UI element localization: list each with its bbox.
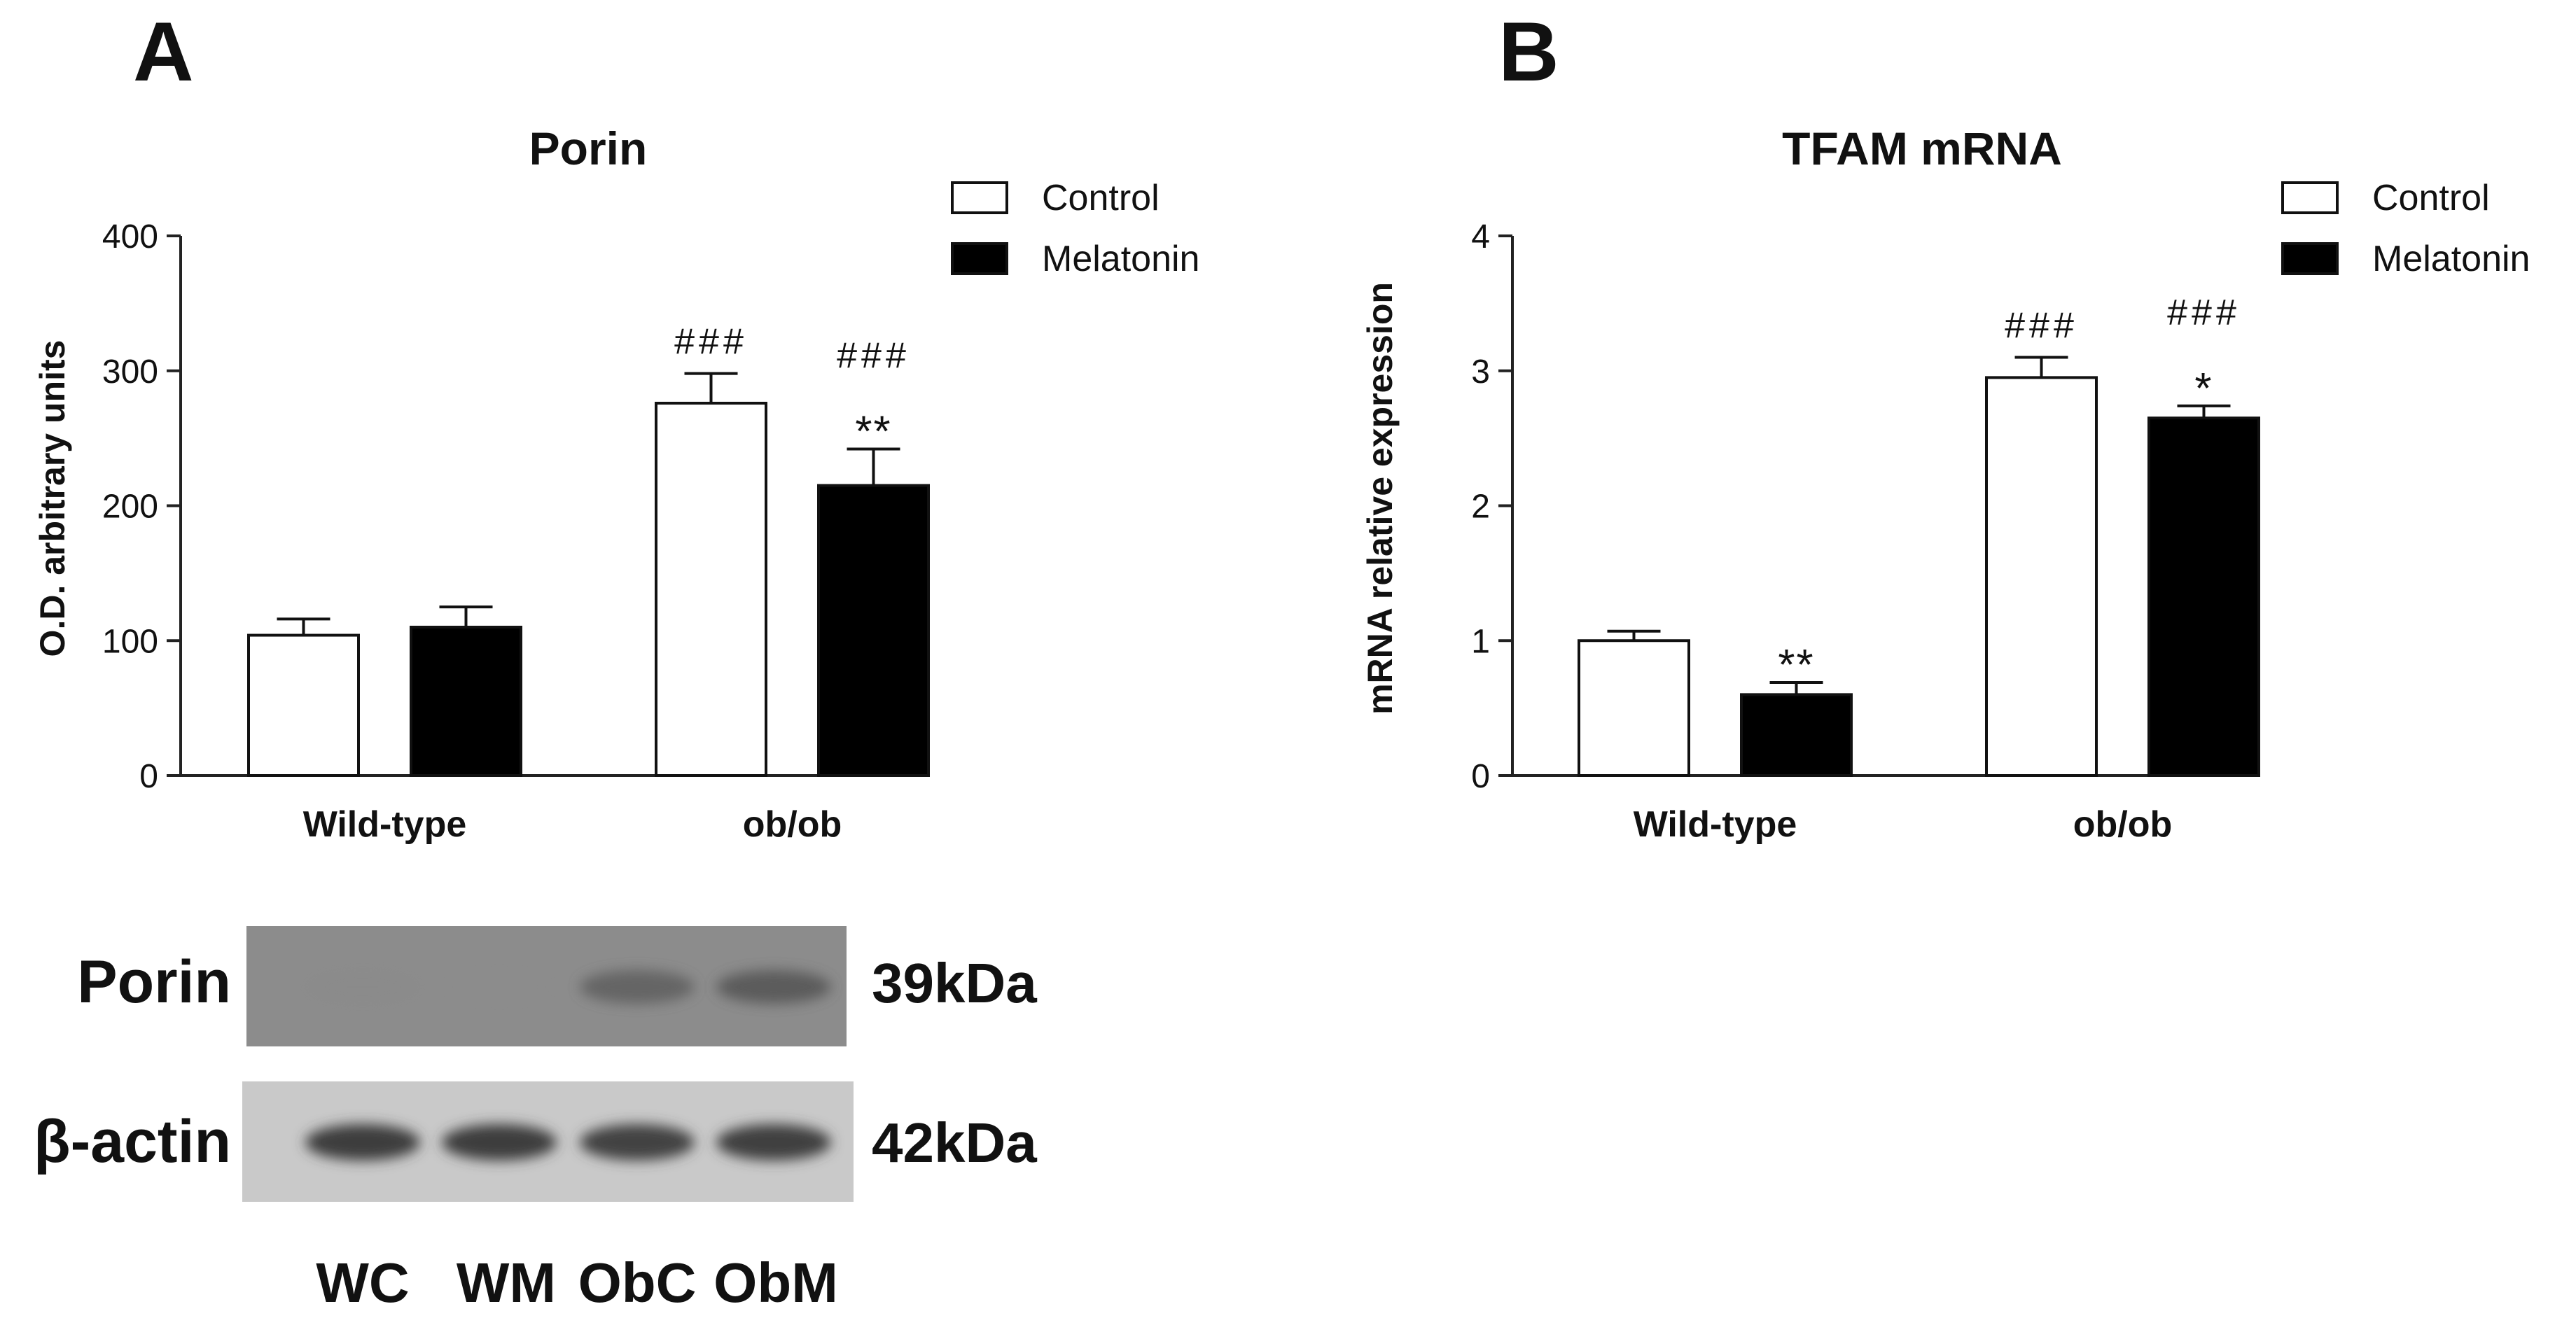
chart-title: Porin: [529, 122, 648, 174]
legend-swatch-melatonin: [2281, 242, 2339, 275]
bar-control: [1578, 639, 1690, 777]
significance-marker: **: [855, 408, 891, 456]
lane-label-obc: ObC: [578, 1252, 697, 1314]
x-tick-label: ob/ob: [743, 804, 842, 845]
y-axis-label: O.D. arbitrary units: [33, 340, 72, 657]
y-tick-label: 400: [102, 218, 158, 255]
blot-band: [716, 970, 831, 1004]
bar-control: [247, 633, 360, 777]
significance-marker: ###: [2167, 293, 2241, 333]
x-tick-label: ob/ob: [2073, 804, 2173, 845]
lane-label-wm: WM: [457, 1252, 556, 1314]
legend-label: Melatonin: [2372, 239, 2530, 279]
significance-marker: ###: [674, 322, 748, 363]
blot-band: [580, 970, 695, 1004]
blot-band: [442, 1124, 557, 1161]
plot-marks: 0 100 200 300 400 Wild-type ### ** ### ob/ob Contr…: [102, 178, 1200, 845]
legend-label: Melatonin: [1042, 239, 1199, 279]
bar-control: [655, 402, 767, 777]
y-tick-label: 200: [102, 489, 158, 526]
panel-b-chart: B TFAM mRNA mRNA relative expression 0 1 2…: [1360, 5, 2530, 845]
legend-label: Control: [1042, 178, 1160, 218]
y-tick-label: 300: [102, 353, 158, 391]
blot-row-label-porin: Porin: [77, 948, 231, 1016]
legend-swatch-control: [951, 181, 1008, 214]
plot-marks: 0 1 2 3 4 ** Wild-type ### * ### ob/ob Control Melat…: [1471, 178, 2530, 845]
chart-title: TFAM mRNA: [1782, 122, 2062, 174]
blot-band: [716, 1124, 831, 1161]
significance-marker: ###: [2005, 305, 2078, 346]
significance-marker: **: [1778, 641, 1814, 689]
bar-melatonin: [410, 625, 522, 777]
legend-label: Control: [2372, 178, 2490, 218]
blot-band: [580, 1124, 695, 1161]
significance-marker: *: [2194, 365, 2213, 413]
blot-mw-porin: 39kDa: [872, 952, 1037, 1014]
y-tick-label: 2: [1471, 489, 1490, 526]
bar-melatonin: [2147, 416, 2260, 778]
legend-swatch-control: [2281, 181, 2339, 214]
significance-marker: ###: [837, 336, 910, 377]
blot-mw-actin: 42kDa: [872, 1112, 1037, 1174]
bar-melatonin: [1740, 693, 1853, 777]
x-tick-label: Wild-type: [303, 804, 467, 845]
y-axis-label: mRNA relative expression: [1360, 282, 1400, 715]
blot-band: [442, 970, 557, 1004]
y-tick-label: 1: [1471, 623, 1490, 660]
lane-label-obm: ObM: [713, 1252, 838, 1314]
blot-row-label-actin: β-actin: [34, 1108, 231, 1175]
bar-control: [1985, 376, 2098, 777]
y-tick-label: 100: [102, 623, 158, 660]
blot-band: [305, 1124, 420, 1161]
x-tick-label: Wild-type: [1634, 804, 1797, 845]
panel-a-label: A: [133, 5, 194, 99]
bar-melatonin: [817, 484, 930, 778]
blot-bands: [305, 970, 831, 1161]
blot-band: [305, 970, 420, 1004]
lane-label-wc: WC: [316, 1252, 409, 1314]
panel-a-chart: A Porin O.D. arbitrary units 0 100 200 300 4…: [33, 5, 1199, 845]
y-tick-label: 4: [1471, 218, 1490, 255]
panel-b-label: B: [1498, 5, 1559, 99]
y-tick-label: 3: [1471, 353, 1490, 391]
y-tick-label: 0: [1471, 758, 1490, 795]
western-blot: Porin β-actin 39kDa 42kDa WC WM ObC ObM: [34, 926, 1037, 1314]
y-tick-label: 0: [139, 758, 158, 795]
legend-swatch-melatonin: [951, 242, 1008, 275]
